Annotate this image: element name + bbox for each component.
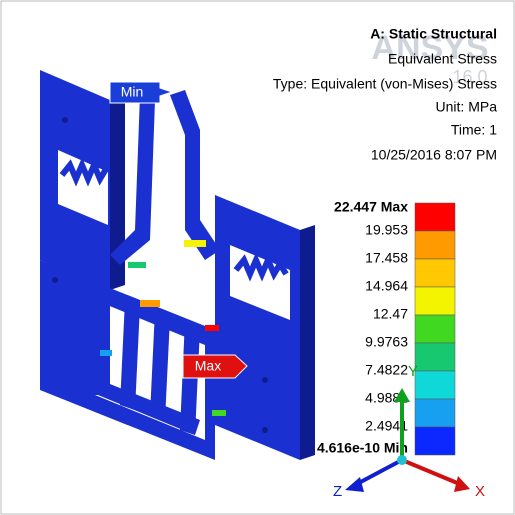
legend-swatch: [415, 203, 455, 231]
legend-swatch: [415, 427, 455, 455]
legend-label: 19.953: [365, 222, 408, 238]
right-block: [215, 195, 300, 460]
result-type: Type: Equivalent (von-Mises) Stress: [273, 76, 497, 92]
min-label: Min: [121, 84, 144, 100]
stress-spot: [140, 300, 160, 307]
hole: [262, 377, 268, 383]
leg: [95, 300, 110, 395]
legend-swatch: [415, 371, 455, 399]
timestamp: 10/25/2016 8:07 PM: [371, 147, 497, 163]
page: {"watermark": {"brand": "ANSYS", "versio…: [0, 0, 515, 515]
result-name: Equivalent Stress: [388, 51, 497, 67]
legend-swatch: [415, 287, 455, 315]
hole: [262, 427, 268, 433]
legend-swatch: [415, 343, 455, 371]
time: Time: 1: [451, 122, 497, 138]
hole: [52, 277, 58, 283]
legend-swatch: [415, 231, 455, 259]
stress-spot: [212, 410, 226, 416]
x-axis-label: X: [475, 483, 485, 500]
legend-label: 4.616e-10 Min: [317, 440, 408, 456]
z-axis-label: Z: [333, 483, 342, 500]
legend-label: 17.458: [365, 250, 408, 266]
stress-spot: [128, 262, 146, 268]
unit: Unit: MPa: [436, 99, 498, 115]
viewport: ANSYS 16.0 Mi: [0, 0, 515, 515]
legend-label: 12.47: [373, 306, 408, 322]
legend-label: 9.9763: [365, 334, 408, 350]
stress-spot: [184, 240, 206, 247]
legend-swatch: [415, 399, 455, 427]
title: A: Static Structural: [370, 26, 497, 42]
legend-swatch: [415, 315, 455, 343]
legend-label: 14.964: [365, 278, 408, 294]
stress-spot: [205, 325, 219, 331]
max-label: Max: [195, 358, 221, 374]
stress-spot: [100, 350, 112, 356]
max-callout: Max: [183, 355, 247, 378]
legend-label: 7.4822: [365, 362, 408, 378]
right-block-side: [300, 225, 315, 460]
legend-swatch: [415, 259, 455, 287]
legend-label: 22.447 Max: [334, 199, 408, 215]
triad-origin: [397, 455, 407, 465]
hole: [62, 117, 68, 123]
y-axis-label: Y: [408, 363, 418, 380]
